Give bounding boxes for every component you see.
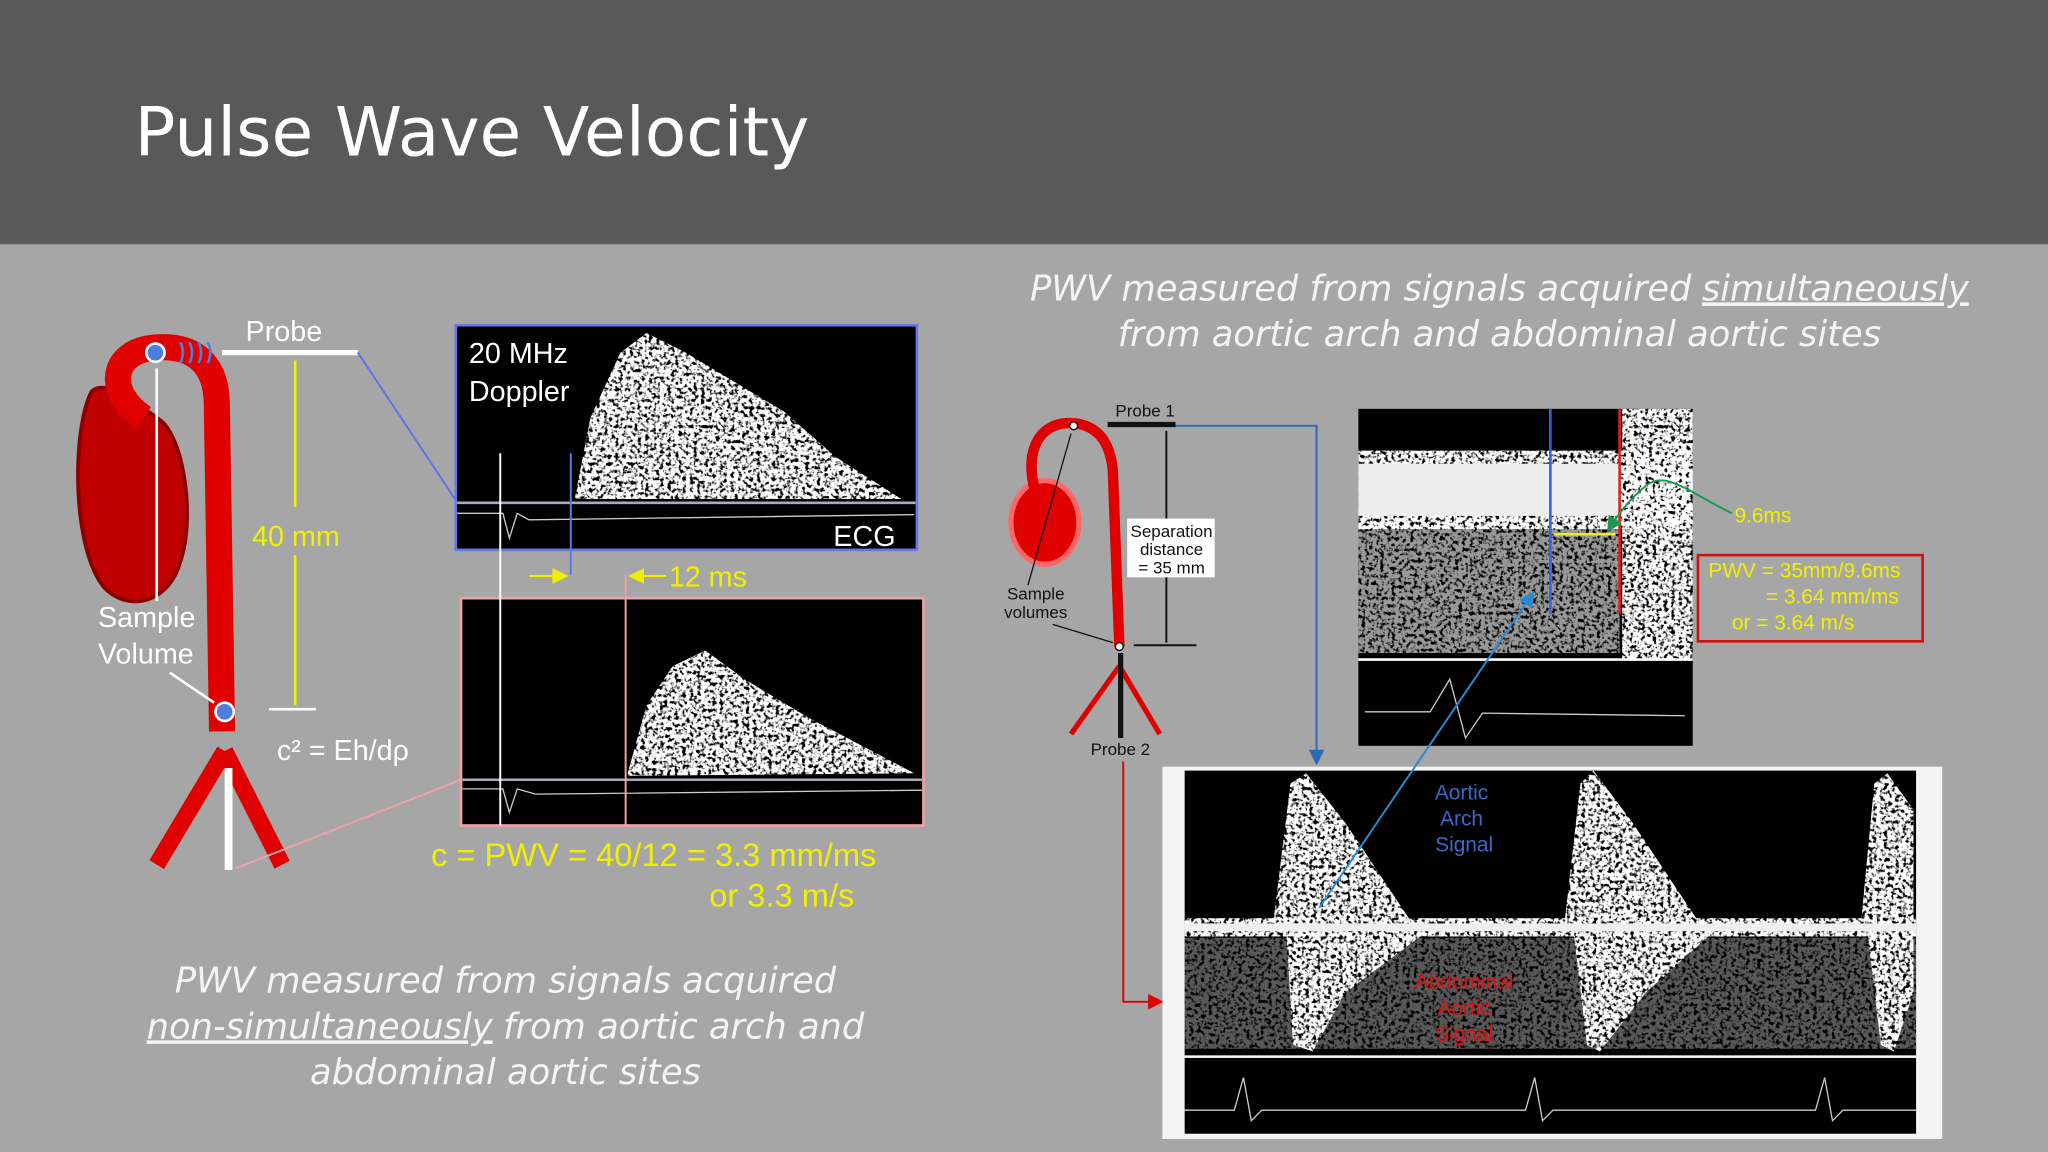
connector: [357, 352, 457, 501]
heart: [1008, 478, 1082, 567]
iliac-left: [149, 746, 232, 870]
abdominal-label: Aortic: [1437, 997, 1490, 1020]
ecg-label: ECG: [833, 521, 895, 553]
caption: PWV measured from signals acquired: [175, 961, 837, 1002]
sample-volume: [214, 701, 236, 723]
doppler-envelope: [574, 333, 902, 499]
ecg-trace: [1184, 1077, 1917, 1122]
result-box: [1696, 553, 1924, 643]
iliac: [1117, 664, 1163, 736]
ecg-trace: [462, 788, 923, 815]
pointer: [169, 671, 215, 704]
doppler-envelope: [626, 650, 915, 776]
signal-band: [1358, 463, 1620, 516]
pointer: [1027, 433, 1072, 586]
sample-label: volumes: [1004, 603, 1067, 622]
pointer: [1318, 591, 1535, 909]
equation: c² = Eh/dρ: [277, 735, 409, 767]
connector: [234, 778, 462, 870]
sample-volume: [1114, 641, 1124, 652]
pwv-result: c = PWV = 40/12 = 3.3 mm/ms: [431, 836, 876, 873]
caption: PWV measured from signals acquired simult…: [1030, 268, 1970, 309]
ecg-trace: [1364, 677, 1685, 740]
delay-label: 12 ms: [669, 561, 747, 593]
connector: [1122, 761, 1164, 1010]
noise: [1358, 522, 1620, 654]
caption: from aortic arch and abdominal aortic si…: [1118, 314, 1881, 355]
delay-label: 9.6ms: [1735, 504, 1792, 527]
iliac: [1068, 664, 1122, 736]
sample-label: Volume: [98, 639, 194, 671]
arch-wave: [1273, 773, 1411, 921]
doppler-label: 20 MHz: [469, 338, 568, 370]
noise: [1184, 937, 1917, 1049]
arch-label: Arch: [1440, 807, 1483, 830]
baseline-band: [1184, 923, 1917, 932]
doppler-label: Doppler: [469, 376, 570, 408]
caption-text: PWV measured from signals acquired: [1030, 268, 1692, 309]
pwv-result: or = 3.64 m/s: [1732, 612, 1854, 635]
iliac-right: [217, 747, 290, 869]
sample-volume: [1069, 421, 1079, 431]
pwv-result: or 3.3 m/s: [709, 876, 854, 913]
pointer: [1607, 479, 1733, 533]
probe-waves: [179, 341, 212, 364]
pwv-result: = 3.64 mm/ms: [1766, 585, 1899, 608]
arch-label: Aortic: [1435, 781, 1488, 804]
separation-label: = 35 mm: [1138, 558, 1204, 577]
separation-label: Separation: [1131, 522, 1213, 541]
probe-label: Probe: [246, 316, 323, 348]
ecg-panel: [1184, 1057, 1917, 1134]
caption: non-simultaneously from aortic arch and: [147, 1006, 865, 1047]
arch-label: Signal: [1435, 834, 1493, 857]
caption: abdominal aortic sites: [310, 1052, 701, 1093]
sample-label: Sample: [98, 602, 195, 634]
separation-label: distance: [1140, 540, 1203, 559]
signal-labels: Aortic Arch Signal Abdominal Aortic Sign…: [1415, 781, 1514, 1046]
abdominal-label: Signal: [1435, 1023, 1493, 1046]
probe-label: Probe 2: [1091, 740, 1150, 759]
ecg-trace: [457, 512, 915, 541]
aorta-diagram-small: [1008, 417, 1215, 738]
sample-label: Sample: [1007, 585, 1065, 604]
slide-title: Pulse Wave Velocity: [135, 93, 810, 172]
abdominal-label: Abdominal: [1415, 971, 1514, 994]
distance-label: 40 mm: [252, 521, 340, 553]
arch-wave: [1861, 773, 1914, 921]
aorta-diagram: [76, 334, 358, 870]
connector: [1175, 424, 1325, 766]
header-bar: [0, 0, 2048, 245]
arch-wave: [1564, 770, 1698, 921]
caption-text: from aortic arch and: [503, 1006, 865, 1047]
label-box: [1127, 518, 1215, 578]
waveforms: [1184, 770, 1917, 1052]
pointer: [1052, 623, 1114, 644]
probe-label: Probe 1: [1115, 402, 1174, 421]
caption-emphasis: non-simultaneously: [147, 1006, 494, 1047]
pwv-result: PWV = 35mm/9.6ms: [1708, 559, 1900, 582]
caption-emphasis: simultaneously: [1702, 268, 1970, 309]
sample-volume: [144, 342, 166, 364]
signal-onset: [1622, 408, 1693, 660]
